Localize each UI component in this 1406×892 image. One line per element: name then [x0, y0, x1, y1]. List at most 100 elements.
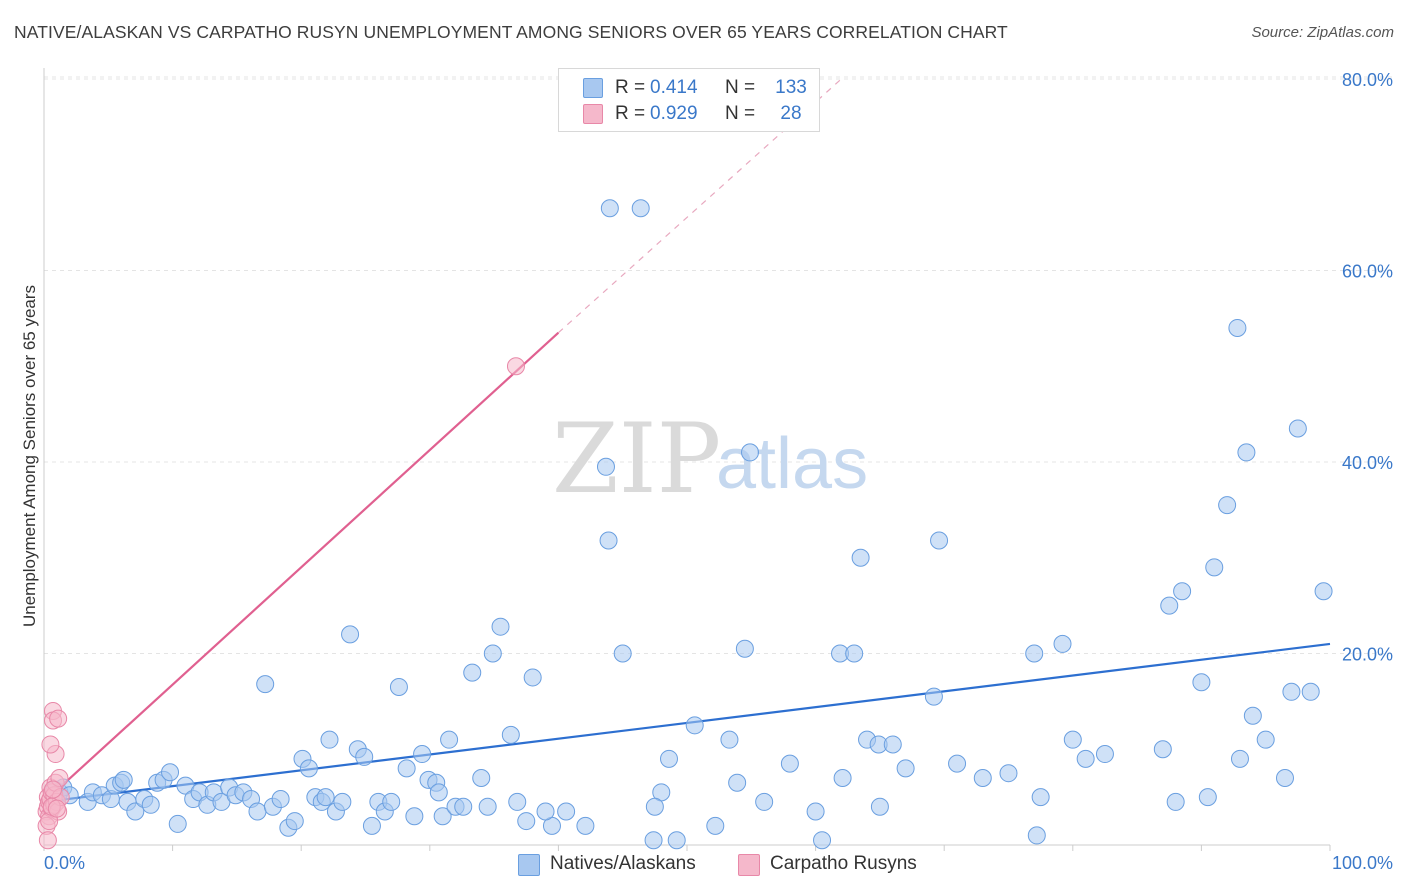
native-point: [1228, 318, 1247, 337]
native-point: [631, 199, 650, 218]
legend-row-rusyns: R = 0.929 N = 28: [583, 100, 802, 126]
native-point: [1243, 706, 1262, 725]
rusyn-point: [49, 709, 68, 728]
native-point: [413, 745, 432, 764]
native-point: [845, 644, 864, 663]
native-point: [596, 457, 615, 476]
native-point: [720, 730, 739, 749]
native-point: [472, 768, 491, 787]
legend-row-natives: R = 0.414 N = 133: [583, 74, 807, 100]
legend-n-label: N =: [725, 77, 761, 98]
native-point: [1153, 740, 1172, 759]
legend-n-label: N =: [725, 103, 761, 124]
legend-r-label: R =: [615, 77, 651, 98]
native-point: [114, 770, 133, 789]
bottom-legend-label-rusyns: Carpatho Rusyns: [770, 853, 917, 874]
native-point: [1027, 826, 1046, 845]
native-point: [1237, 443, 1256, 462]
native-point: [483, 644, 502, 663]
native-point: [1205, 558, 1224, 577]
native-point: [299, 759, 318, 778]
native-point: [741, 443, 760, 462]
native-point: [685, 716, 704, 735]
native-point: [870, 797, 889, 816]
y-axis-label: Unemployment Among Seniors over 65 years: [20, 284, 39, 628]
native-point: [271, 790, 290, 809]
native-point: [1301, 682, 1320, 701]
chart-title: NATIVE/ALASKAN VS CARPATHO RUSYN UNEMPLO…: [14, 22, 1008, 42]
native-point: [433, 807, 452, 826]
native-point: [833, 768, 852, 787]
native-point: [1192, 673, 1211, 692]
native-point: [1275, 768, 1294, 787]
native-point: [141, 795, 160, 814]
legend-n-value: 28: [780, 103, 802, 124]
legend-r-value: 0.929: [650, 103, 698, 124]
native-point: [355, 747, 374, 766]
legend-r-label: R =: [615, 103, 651, 124]
native-point: [667, 831, 686, 850]
native-point: [896, 759, 915, 778]
native-point: [659, 749, 678, 768]
native-point: [256, 675, 275, 694]
watermark-zip: ZIP: [552, 403, 721, 515]
native-point: [1198, 788, 1217, 807]
native-point: [161, 763, 180, 782]
rusyn-trend-line: [43, 331, 560, 803]
bottom-legend-swatch-rusyns: [738, 854, 760, 876]
native-point: [285, 812, 304, 831]
native-point: [780, 754, 799, 773]
y-tick-label: 60.0%: [1342, 262, 1393, 282]
native-point: [728, 773, 747, 792]
native-point: [382, 792, 401, 811]
native-point: [924, 687, 943, 706]
native-point: [454, 797, 473, 816]
native-point: [501, 725, 520, 744]
native-point: [508, 792, 527, 811]
x-tick-label: 100.0%: [1332, 853, 1393, 873]
native-point: [973, 768, 992, 787]
native-point: [463, 663, 482, 682]
native-point: [1025, 644, 1044, 663]
rusyn-point: [44, 780, 63, 799]
native-point: [517, 812, 536, 831]
y-tick-label: 20.0%: [1342, 645, 1393, 665]
rusyn-point: [41, 735, 60, 754]
rusyn-point: [47, 799, 66, 818]
native-point: [397, 759, 416, 778]
native-point: [523, 668, 542, 687]
legend-swatch-rusyns: [583, 104, 603, 124]
native-point: [126, 802, 145, 821]
data-points: [37, 199, 1333, 850]
legend-n-value: 133: [775, 77, 807, 98]
bottom-legend-swatch-natives: [518, 854, 540, 876]
native-point: [851, 548, 870, 567]
native-point: [576, 816, 595, 835]
native-point: [1053, 634, 1072, 653]
tick-labels: 20.0% 40.0% 60.0% 80.0% 0.0% 100.0%: [44, 70, 1393, 873]
stats-legend: R = 0.414 N = 133 R = 0.929 N = 28: [558, 68, 820, 132]
native-point: [1166, 792, 1185, 811]
native-point: [806, 802, 825, 821]
native-point: [440, 730, 459, 749]
native-point: [599, 531, 618, 550]
native-point: [1218, 496, 1237, 515]
native-point: [1256, 730, 1275, 749]
native-point: [735, 639, 754, 658]
native-point: [362, 816, 381, 835]
native-point: [478, 797, 497, 816]
native-point: [645, 797, 664, 816]
native-point: [320, 730, 339, 749]
native-point: [706, 816, 725, 835]
native-point: [613, 644, 632, 663]
native-point: [1160, 596, 1179, 615]
native-point: [755, 792, 774, 811]
legend-swatch-natives: [583, 78, 603, 98]
native-point: [1076, 749, 1095, 768]
native-point: [1095, 745, 1114, 764]
native-point: [333, 792, 352, 811]
native-point: [930, 531, 949, 550]
native-point: [389, 678, 408, 697]
native-point: [248, 802, 267, 821]
